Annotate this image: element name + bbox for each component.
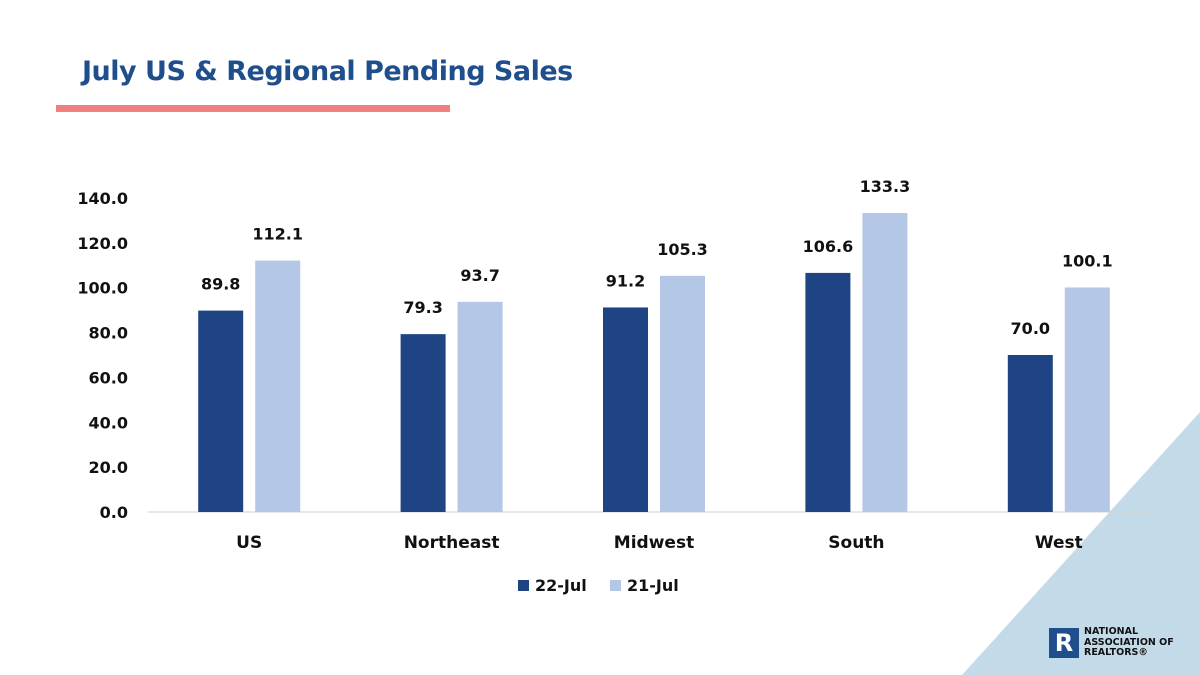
y-tick-label: 80.0 <box>89 324 128 343</box>
y-tick-label: 0.0 <box>100 503 128 522</box>
bar-21-Jul-South <box>862 213 908 512</box>
data-label: 79.3 <box>403 298 442 317</box>
legend-swatch <box>518 580 529 591</box>
x-category-label: US <box>236 533 262 553</box>
data-label: 133.3 <box>860 177 911 196</box>
legend-label: 21-Jul <box>627 576 679 595</box>
y-tick-label: 100.0 <box>77 279 128 298</box>
bar-22-Jul-South <box>805 272 851 512</box>
data-label: 106.6 <box>803 237 854 256</box>
data-label: 100.1 <box>1062 251 1113 270</box>
slide-title: July US & Regional Pending Sales <box>82 56 573 87</box>
data-label: 91.2 <box>606 271 645 290</box>
bar-22-Jul-Midwest <box>603 307 648 512</box>
bar-21-Jul-US <box>255 260 301 512</box>
x-category-label: Northeast <box>404 533 500 553</box>
legend-swatch <box>610 580 621 591</box>
bar-21-Jul-Midwest <box>660 275 705 512</box>
bar-21-Jul-West <box>1064 287 1110 512</box>
data-label: 105.3 <box>657 240 708 259</box>
realtor-r-logo-icon: R <box>1049 628 1079 658</box>
y-tick-label: 60.0 <box>89 368 128 387</box>
y-tick-label: 40.0 <box>89 413 128 432</box>
bar-22-Jul-West <box>1007 355 1053 512</box>
y-tick-label: 20.0 <box>89 458 128 477</box>
data-label: 89.8 <box>201 275 240 294</box>
bar-22-Jul-Northeast <box>400 334 446 512</box>
bar-22-Jul-US <box>198 310 244 512</box>
data-label: 112.1 <box>252 225 303 244</box>
title-underline <box>56 105 450 112</box>
data-label: 70.0 <box>1011 319 1050 338</box>
nar-logo: R NATIONAL ASSOCIATION OF REALTORS® <box>1049 626 1189 663</box>
y-tick-label: 140.0 <box>77 189 128 208</box>
x-category-label: Midwest <box>614 533 694 553</box>
bar-21-Jul-Northeast <box>457 301 503 512</box>
y-tick-label: 120.0 <box>77 234 128 253</box>
x-category-label: South <box>828 533 884 553</box>
legend-label: 22-Jul <box>535 576 587 595</box>
data-label: 93.7 <box>460 266 499 285</box>
nar-logo-text: NATIONAL ASSOCIATION OF REALTORS® <box>1084 626 1174 658</box>
x-category-label: West <box>1035 533 1083 553</box>
